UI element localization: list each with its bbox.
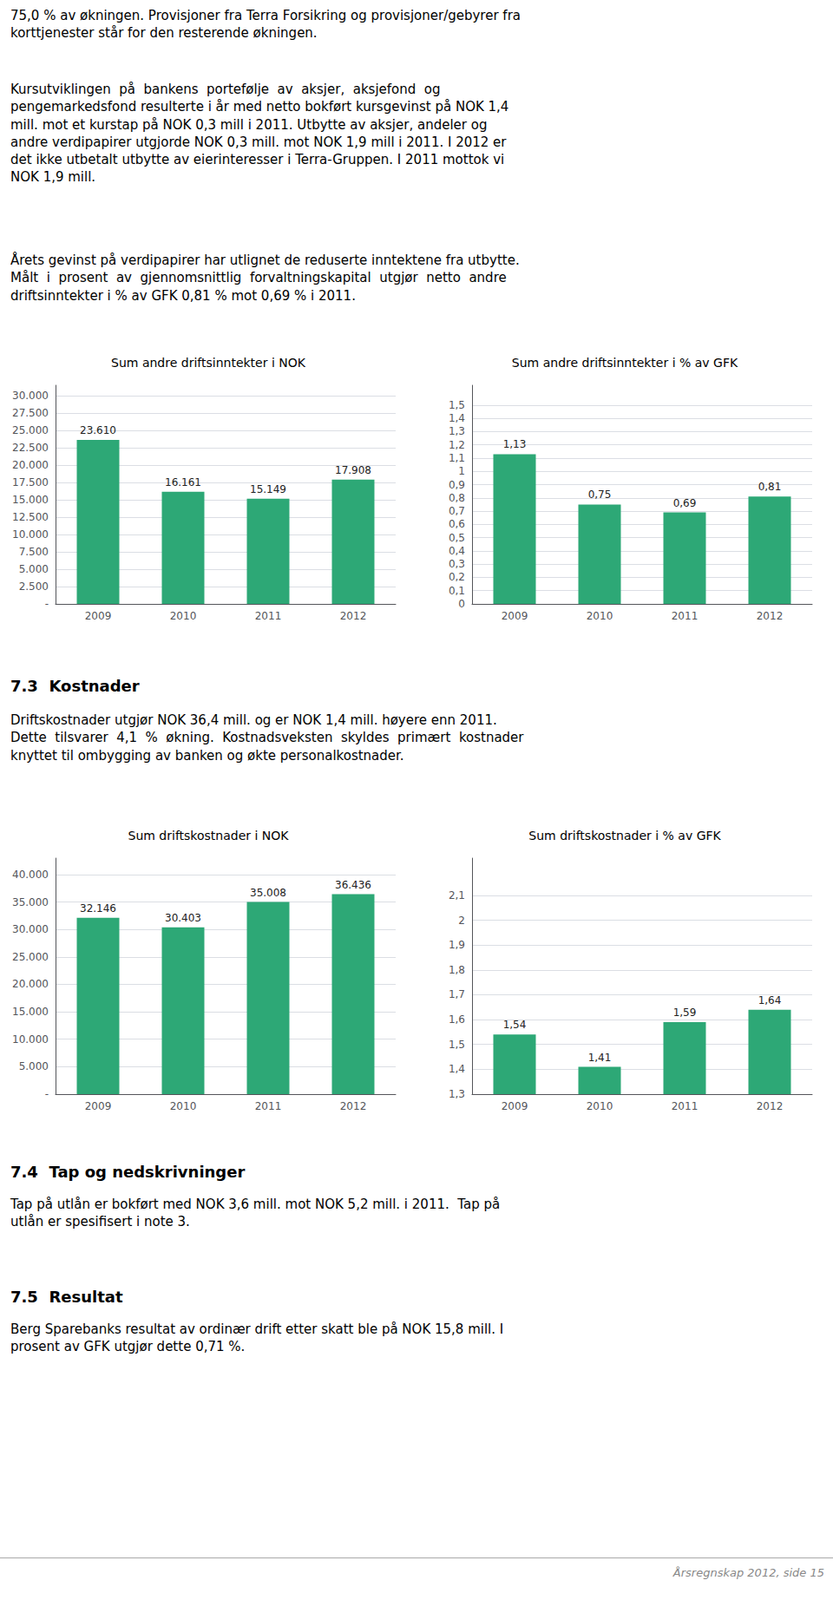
svg-text:25.000: 25.000 <box>12 951 49 964</box>
svg-text:0,5: 0,5 <box>448 531 466 545</box>
html-text:7.4 Tap og nedskrivninger: 7.4 Tap og nedskrivninger <box>10 1162 245 1181</box>
svg-text:2010: 2010 <box>170 1100 197 1113</box>
svg-text:0,69: 0,69 <box>673 497 697 510</box>
svg-text:2012: 2012 <box>756 1100 784 1113</box>
html-text:75,0 % av økningen. Provisjone: 75,0 % av økningen. Provisjoner fra Terr… <box>10 7 521 42</box>
svg-text:1,3: 1,3 <box>448 425 466 438</box>
svg-text:20.000: 20.000 <box>12 977 49 991</box>
svg-text:1,5: 1,5 <box>448 1038 466 1051</box>
svg-text:30.000: 30.000 <box>12 389 49 402</box>
html-text:7.3 Kostnader: 7.3 Kostnader <box>10 676 140 696</box>
svg-text:36.436: 36.436 <box>334 878 372 892</box>
svg-text:Sum andre driftsinntekter i %: Sum andre driftsinntekter i % av GFK <box>511 355 739 370</box>
svg-text:2011: 2011 <box>671 1100 699 1113</box>
svg-text:40.000: 40.000 <box>12 868 49 881</box>
svg-text:30.000: 30.000 <box>12 923 49 936</box>
svg-text:0,1: 0,1 <box>448 584 466 597</box>
svg-text:1,41: 1,41 <box>588 1051 612 1064</box>
svg-text:0,75: 0,75 <box>588 488 612 501</box>
svg-text:1,5: 1,5 <box>448 399 466 412</box>
svg-text:2009: 2009 <box>85 609 112 623</box>
html-text:Årsregnskap 2012, side 15: Årsregnskap 2012, side 15 <box>673 1566 825 1580</box>
svg-text:2: 2 <box>458 914 466 927</box>
svg-text:1,3: 1,3 <box>448 1088 466 1101</box>
svg-text:35.008: 35.008 <box>249 886 287 899</box>
svg-text:2011: 2011 <box>255 1100 283 1113</box>
svg-text:2011: 2011 <box>671 609 699 623</box>
svg-text:25.000: 25.000 <box>12 424 49 437</box>
svg-text:32.146: 32.146 <box>79 902 117 915</box>
svg-text:1,54: 1,54 <box>503 1018 527 1031</box>
svg-text:0,6: 0,6 <box>448 518 466 531</box>
svg-text:Sum driftskostnader i % av GFK: Sum driftskostnader i % av GFK <box>528 828 722 843</box>
svg-text:7.500: 7.500 <box>19 545 49 558</box>
html-text:Tap på utlån er bokført med NO: Tap på utlån er bokført med NOK 3,6 mill… <box>10 1196 500 1230</box>
svg-text:0,2: 0,2 <box>448 570 466 584</box>
svg-text:23.610: 23.610 <box>79 424 117 437</box>
svg-text:20.000: 20.000 <box>12 459 49 472</box>
svg-text:0,8: 0,8 <box>448 491 466 505</box>
svg-text:2009: 2009 <box>85 1100 112 1113</box>
svg-text:2012: 2012 <box>340 609 368 623</box>
svg-text:1,2: 1,2 <box>448 439 466 452</box>
html-text:Årets gevinst på verdipapirer: Årets gevinst på verdipapirer har utlign… <box>10 252 520 304</box>
svg-text:10.000: 10.000 <box>12 1033 49 1046</box>
html-text:Berg Sparebanks resultat av or: Berg Sparebanks resultat av ordinær drif… <box>10 1321 504 1355</box>
svg-text:17.908: 17.908 <box>334 464 372 477</box>
svg-text:1,4: 1,4 <box>448 412 466 425</box>
svg-text:2010: 2010 <box>586 609 614 623</box>
svg-text:0,4: 0,4 <box>448 544 466 558</box>
svg-text:1,9: 1,9 <box>448 938 466 952</box>
svg-text:Sum driftskostnader i NOK: Sum driftskostnader i NOK <box>128 828 290 843</box>
svg-text:-: - <box>45 1088 49 1101</box>
svg-text:15.000: 15.000 <box>12 1005 49 1018</box>
svg-text:0,3: 0,3 <box>448 557 466 571</box>
svg-text:2009: 2009 <box>501 1100 529 1113</box>
svg-text:0,9: 0,9 <box>448 478 466 492</box>
svg-text:-: - <box>45 597 49 610</box>
svg-text:5.000: 5.000 <box>19 563 49 576</box>
html-text:Driftskostnader utgjør NOK 36,: Driftskostnader utgjør NOK 36,4 mill. og… <box>10 712 524 764</box>
svg-text:1,8: 1,8 <box>448 964 466 977</box>
svg-text:1,4: 1,4 <box>448 1062 466 1076</box>
svg-text:1,6: 1,6 <box>448 1013 466 1026</box>
svg-text:2010: 2010 <box>586 1100 614 1113</box>
svg-text:0: 0 <box>458 597 466 610</box>
svg-text:27.500: 27.500 <box>12 406 49 420</box>
svg-text:1,7: 1,7 <box>448 988 466 1001</box>
html-text:Kursutviklingen på bankens por: Kursutviklingen på bankens portefølje av… <box>10 81 509 186</box>
svg-text:1,13: 1,13 <box>503 438 527 451</box>
svg-text:Sum andre driftsinntekter i NO: Sum andre driftsinntekter i NOK <box>111 355 307 370</box>
svg-text:15.000: 15.000 <box>12 493 49 506</box>
svg-text:1,1: 1,1 <box>448 452 466 465</box>
svg-text:1: 1 <box>458 465 466 478</box>
svg-text:5.000: 5.000 <box>19 1060 49 1073</box>
svg-text:2.500: 2.500 <box>19 580 49 593</box>
svg-text:1,59: 1,59 <box>673 1006 697 1019</box>
svg-text:17.500: 17.500 <box>12 476 49 489</box>
svg-text:2012: 2012 <box>340 1100 368 1113</box>
svg-text:12.500: 12.500 <box>12 511 49 524</box>
svg-text:15.149: 15.149 <box>249 483 287 496</box>
svg-text:35.000: 35.000 <box>12 896 49 909</box>
svg-text:0,7: 0,7 <box>448 505 466 518</box>
svg-text:10.000: 10.000 <box>12 528 49 541</box>
svg-text:2010: 2010 <box>170 609 197 623</box>
svg-text:2011: 2011 <box>255 609 283 623</box>
svg-text:16.161: 16.161 <box>164 476 202 489</box>
html-text:7.5 Resultat: 7.5 Resultat <box>10 1287 123 1306</box>
svg-text:0,81: 0,81 <box>758 480 782 493</box>
svg-text:30.403: 30.403 <box>164 911 202 925</box>
svg-text:2012: 2012 <box>756 609 784 623</box>
svg-text:2,1: 2,1 <box>448 889 466 902</box>
svg-text:1,64: 1,64 <box>758 994 782 1007</box>
svg-text:22.500: 22.500 <box>12 441 49 454</box>
svg-text:2009: 2009 <box>501 609 529 623</box>
